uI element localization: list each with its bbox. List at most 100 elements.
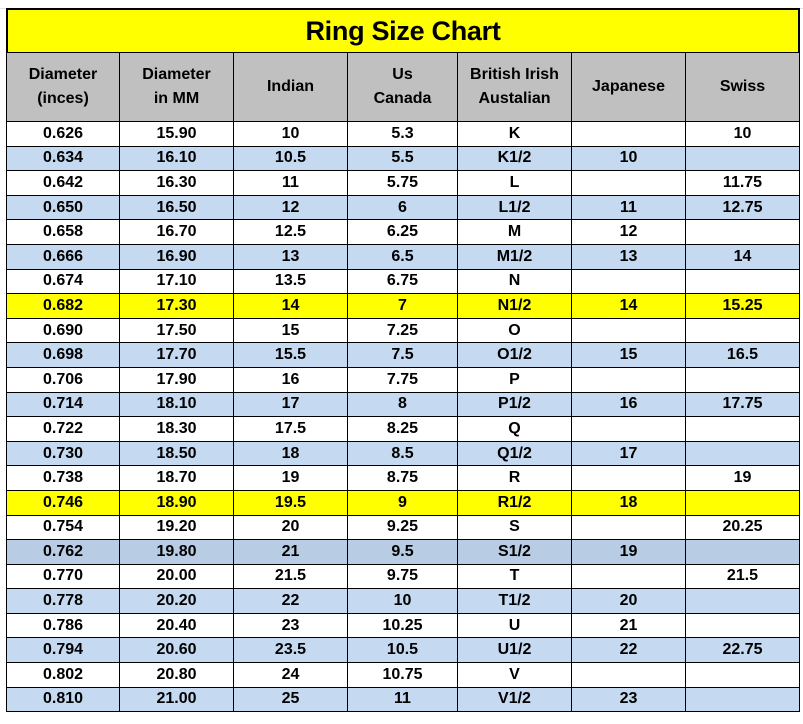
header-us-canada: Us Canada xyxy=(347,52,458,122)
cell-british-irish-australian: K1/2 xyxy=(457,145,572,172)
cell-diameter-mm: 18.30 xyxy=(119,416,234,442)
cell-indian: 17.5 xyxy=(233,416,348,442)
cell-british-irish-australian: P1/2 xyxy=(457,391,572,418)
cell-swiss: 20.25 xyxy=(685,514,800,541)
cell-swiss xyxy=(685,489,800,516)
cell-japanese: 21 xyxy=(571,612,686,639)
table-row: 0.810 21.00 25 11 V1/2 23 xyxy=(6,686,800,713)
cell-british-irish-australian: L1/2 xyxy=(457,194,572,221)
header-british-irish-australian: British Irish Austalian xyxy=(457,52,572,122)
cell-us-canada: 11 xyxy=(347,686,458,713)
table-row: 0.802 20.80 24 10.75 V xyxy=(6,662,800,688)
cell-diameter-mm: 19.20 xyxy=(119,514,234,541)
cell-japanese: 11 xyxy=(571,194,686,221)
cell-japanese: 22 xyxy=(571,637,686,664)
cell-british-irish-australian: M1/2 xyxy=(457,243,572,270)
header-swiss: Swiss xyxy=(685,52,800,122)
cell-swiss: 16.5 xyxy=(685,342,800,368)
header-indian: Indian xyxy=(233,52,348,122)
cell-us-canada: 10 xyxy=(347,588,458,614)
cell-indian: 16 xyxy=(233,366,348,393)
cell-diameter-mm: 20.00 xyxy=(119,563,234,590)
cell-japanese xyxy=(571,170,686,196)
cell-diameter-inches: 0.626 xyxy=(6,121,120,147)
cell-us-canada: 7.75 xyxy=(347,366,458,393)
cell-swiss: 15.25 xyxy=(685,293,800,319)
cell-diameter-inches: 0.810 xyxy=(6,686,120,713)
cell-british-irish-australian: O1/2 xyxy=(457,342,572,368)
cell-diameter-mm: 16.50 xyxy=(119,194,234,221)
cell-diameter-inches: 0.674 xyxy=(6,268,120,295)
table-row: 0.650 16.50 12 6 L1/2 11 12.75 xyxy=(6,194,800,221)
cell-japanese: 14 xyxy=(571,293,686,319)
cell-swiss: 14 xyxy=(685,243,800,270)
cell-swiss: 19 xyxy=(685,465,800,491)
cell-indian: 15 xyxy=(233,317,348,344)
cell-indian: 15.5 xyxy=(233,342,348,368)
cell-diameter-inches: 0.706 xyxy=(6,366,120,393)
cell-us-canada: 6.25 xyxy=(347,219,458,245)
cell-indian: 11 xyxy=(233,170,348,196)
cell-us-canada: 10.5 xyxy=(347,637,458,664)
cell-diameter-inches: 0.682 xyxy=(6,293,120,319)
cell-japanese xyxy=(571,514,686,541)
cell-british-irish-australian: O xyxy=(457,317,572,344)
cell-indian: 17 xyxy=(233,391,348,418)
cell-swiss: 17.75 xyxy=(685,391,800,418)
cell-japanese: 13 xyxy=(571,243,686,270)
cell-diameter-mm: 17.50 xyxy=(119,317,234,344)
cell-diameter-mm: 19.80 xyxy=(119,539,234,565)
cell-diameter-inches: 0.730 xyxy=(6,440,120,467)
table-row: 0.722 18.30 17.5 8.25 Q xyxy=(6,416,800,442)
cell-japanese xyxy=(571,268,686,295)
cell-us-canada: 8.25 xyxy=(347,416,458,442)
cell-swiss xyxy=(685,416,800,442)
cell-us-canada: 7.5 xyxy=(347,342,458,368)
table-row: 0.690 17.50 15 7.25 O xyxy=(6,317,800,344)
cell-diameter-mm: 17.30 xyxy=(119,293,234,319)
cell-diameter-inches: 0.754 xyxy=(6,514,120,541)
cell-british-irish-australian: K xyxy=(457,121,572,147)
cell-diameter-inches: 0.714 xyxy=(6,391,120,418)
cell-indian: 10.5 xyxy=(233,145,348,172)
cell-indian: 25 xyxy=(233,686,348,713)
cell-japanese: 23 xyxy=(571,686,686,713)
table-row: 0.642 16.30 11 5.75 L 11.75 xyxy=(6,170,800,196)
cell-swiss: 21.5 xyxy=(685,563,800,590)
cell-diameter-inches: 0.690 xyxy=(6,317,120,344)
cell-us-canada: 9.5 xyxy=(347,539,458,565)
cell-diameter-inches: 0.794 xyxy=(6,637,120,664)
table-row: 0.778 20.20 22 10 T1/2 20 xyxy=(6,588,800,614)
table-row: 0.730 18.50 18 8.5 Q1/2 17 xyxy=(6,440,800,467)
cell-japanese: 10 xyxy=(571,145,686,172)
cell-british-irish-australian: P xyxy=(457,366,572,393)
cell-japanese: 12 xyxy=(571,219,686,245)
table-row: 0.762 19.80 21 9.5 S1/2 19 xyxy=(6,539,800,565)
cell-swiss xyxy=(685,539,800,565)
table-row: 0.626 15.90 10 5.3 K 10 xyxy=(6,121,800,147)
cell-indian: 12.5 xyxy=(233,219,348,245)
cell-diameter-inches: 0.666 xyxy=(6,243,120,270)
cell-swiss xyxy=(685,219,800,245)
table-row: 0.674 17.10 13.5 6.75 N xyxy=(6,268,800,295)
cell-diameter-inches: 0.722 xyxy=(6,416,120,442)
cell-japanese: 16 xyxy=(571,391,686,418)
cell-us-canada: 5.75 xyxy=(347,170,458,196)
cell-british-irish-australian: Q1/2 xyxy=(457,440,572,467)
table-row: 0.746 18.90 19.5 9 R1/2 18 xyxy=(6,489,800,516)
cell-swiss xyxy=(685,440,800,467)
cell-swiss: 12.75 xyxy=(685,194,800,221)
cell-us-canada: 6 xyxy=(347,194,458,221)
cell-diameter-mm: 15.90 xyxy=(119,121,234,147)
table-row: 0.770 20.00 21.5 9.75 T 21.5 xyxy=(6,563,800,590)
cell-british-irish-australian: U xyxy=(457,612,572,639)
cell-diameter-inches: 0.650 xyxy=(6,194,120,221)
cell-swiss xyxy=(685,268,800,295)
cell-indian: 23 xyxy=(233,612,348,639)
header-diameter-mm: Diameter in MM xyxy=(119,52,234,122)
cell-diameter-inches: 0.658 xyxy=(6,219,120,245)
cell-diameter-mm: 20.60 xyxy=(119,637,234,664)
cell-us-canada: 10.25 xyxy=(347,612,458,639)
cell-indian: 22 xyxy=(233,588,348,614)
cell-british-irish-australian: T1/2 xyxy=(457,588,572,614)
